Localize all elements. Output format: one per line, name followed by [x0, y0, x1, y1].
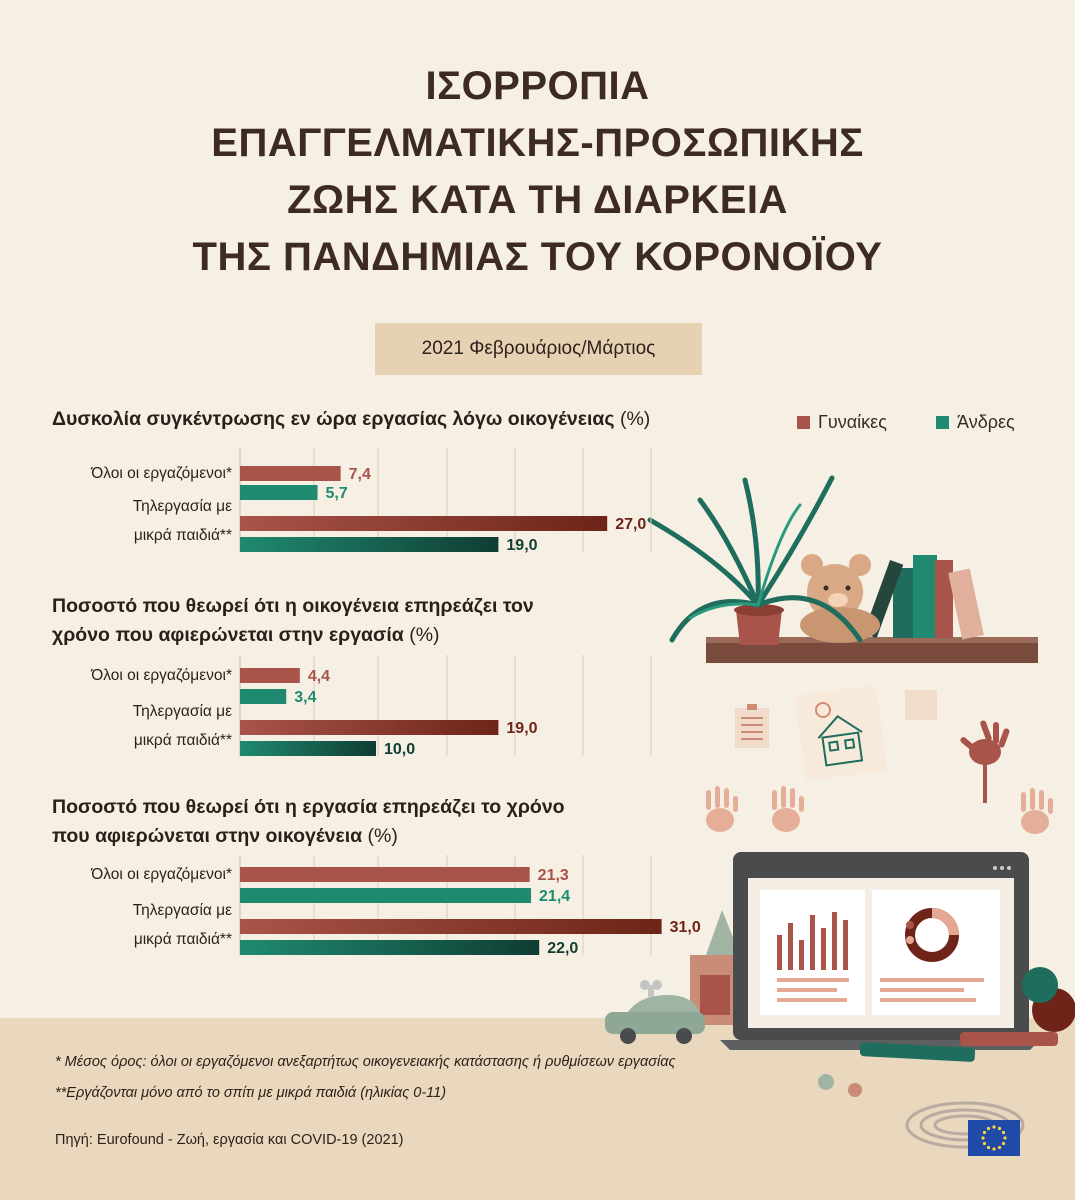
bar-men [240, 940, 540, 955]
chart-1-title: Δυσκολία συγκέντρωσης εν ώρα εργασίας λό… [52, 405, 650, 434]
legend-men-swatch [936, 415, 949, 429]
title-line: ΙΣΟΡΡΟΠΙΑ [425, 64, 650, 108]
title-line: ΕΠΑΓΓΕΛΜΑΤΙΚΗΣ-ΠΡΟΣΩΠΙΚΗΣ [211, 121, 864, 165]
legend-women-label: Γυναίκες [818, 411, 887, 432]
category-label: μικρά παιδιά** [134, 732, 232, 749]
category-label: μικρά παιδιά** [134, 931, 232, 948]
footnote-2: **Εργάζονται μόνο από το σπίτι με μικρά … [55, 1085, 447, 1101]
laptop-icon [720, 852, 1040, 1050]
note-icon [735, 704, 769, 748]
data-label: 19,0 [506, 537, 537, 554]
toy-car-icon [605, 980, 705, 1044]
data-label: 19,0 [506, 720, 537, 737]
bar-men [240, 888, 532, 903]
bar-women [240, 919, 662, 934]
footnote-1: * Μέσος όρος: όλοι οι εργαζόμενοι ανεξαρ… [55, 1054, 676, 1070]
chart-3-title-line: που αφιερώνεται στην οικογένεια [52, 825, 363, 847]
chart-2-title-unit: (%) [409, 624, 440, 646]
ball-icon [848, 1083, 862, 1097]
data-label: 22,0 [547, 940, 578, 957]
handprint-icon [706, 786, 738, 832]
crayon-icon [859, 1032, 1058, 1062]
legend-men-label: Άνδρες [957, 411, 1015, 432]
chart-1-title-unit: (%) [619, 408, 651, 430]
data-label: 7,4 [349, 466, 371, 483]
category-label: Όλοι οι εργαζόμενοι* [90, 866, 232, 883]
page-title: ΙΣΟΡΡΟΠΙΑ ΕΠΑΓΓΕΛΜΑΤΙΚΗΣ-ΠΡΟΣΩΠΙΚΗΣ ΖΩΗΣ… [0, 58, 1075, 286]
data-label: 4,4 [308, 668, 330, 685]
data-label: 3,4 [294, 689, 316, 706]
bar-men [240, 485, 318, 500]
eu-flag-icon [968, 1120, 1020, 1156]
bar-women [240, 720, 499, 735]
plant-icon [647, 475, 863, 645]
chart-2-title-line: Ποσοστό που θεωρεί ότι η οικογένεια επηρ… [52, 595, 534, 617]
handprint-icon [1021, 788, 1053, 834]
category-label: Τηλεργασία με [133, 703, 232, 720]
bar-women [240, 516, 608, 531]
title-line: ΖΩΗΣ ΚΑΤΑ ΤΗ ΔΙΑΡΚΕΙΑ [287, 178, 788, 222]
house-drawing-icon [794, 684, 888, 782]
bar-women [240, 668, 300, 683]
bar-men [240, 741, 376, 756]
category-label: Όλοι οι εργαζόμενοι* [90, 465, 232, 482]
legend-women-swatch [797, 415, 810, 429]
category-label: Τηλεργασία με [133, 902, 232, 919]
chart-2-title: Ποσοστό που θεωρεί ότι η οικογένεια επηρ… [52, 592, 534, 650]
period-label: 2021 Φεβρουάριος/Μάρτιος [421, 338, 656, 359]
note-icon [905, 690, 937, 720]
category-label: μικρά παιδιά** [134, 527, 232, 544]
data-label: 21,3 [538, 867, 569, 884]
title-line: ΤΗΣ ΠΑΝΔΗΜΙΑΣ ΤΟΥ ΚΟΡΟΝΟΪΟΥ [192, 235, 883, 279]
chart-3-title-line: Ποσοστό που θεωρεί ότι η εργασία επηρεάζ… [52, 796, 565, 818]
chart-1-title-text: Δυσκολία συγκέντρωσης εν ώρα εργασίας λό… [52, 408, 615, 430]
legend-men: Άνδρες [936, 410, 1015, 434]
bar-men [240, 537, 499, 552]
data-label: 21,4 [539, 888, 570, 905]
category-label: Τηλεργασία με [133, 498, 232, 515]
handprint-icon [772, 786, 804, 832]
data-label: 5,7 [326, 485, 348, 502]
data-label: 31,0 [670, 919, 701, 936]
category-label: Όλοι οι εργαζόμενοι* [90, 667, 232, 684]
ball-icon [1022, 967, 1058, 1003]
chart-2-title-line: χρόνο που αφιερώνεται στην εργασία [52, 624, 404, 646]
bar-men [240, 689, 287, 704]
bar-women [240, 466, 341, 481]
data-label: 10,0 [384, 741, 415, 758]
handprint-icon [960, 720, 1010, 803]
data-label: 27,0 [615, 516, 646, 533]
period-badge: 2021 Φεβρουάριος/Μάρτιος [375, 323, 702, 375]
chart-3-title-unit: (%) [367, 825, 398, 847]
legend-women: Γυναίκες [797, 410, 887, 434]
chart-3-title: Ποσοστό που θεωρεί ότι η εργασία επηρεάζ… [52, 793, 565, 851]
bar-women [240, 867, 530, 882]
source-note: Πηγή: Eurofound - Ζωή, εργασία και COVID… [55, 1132, 404, 1148]
ball-icon [818, 1074, 834, 1090]
